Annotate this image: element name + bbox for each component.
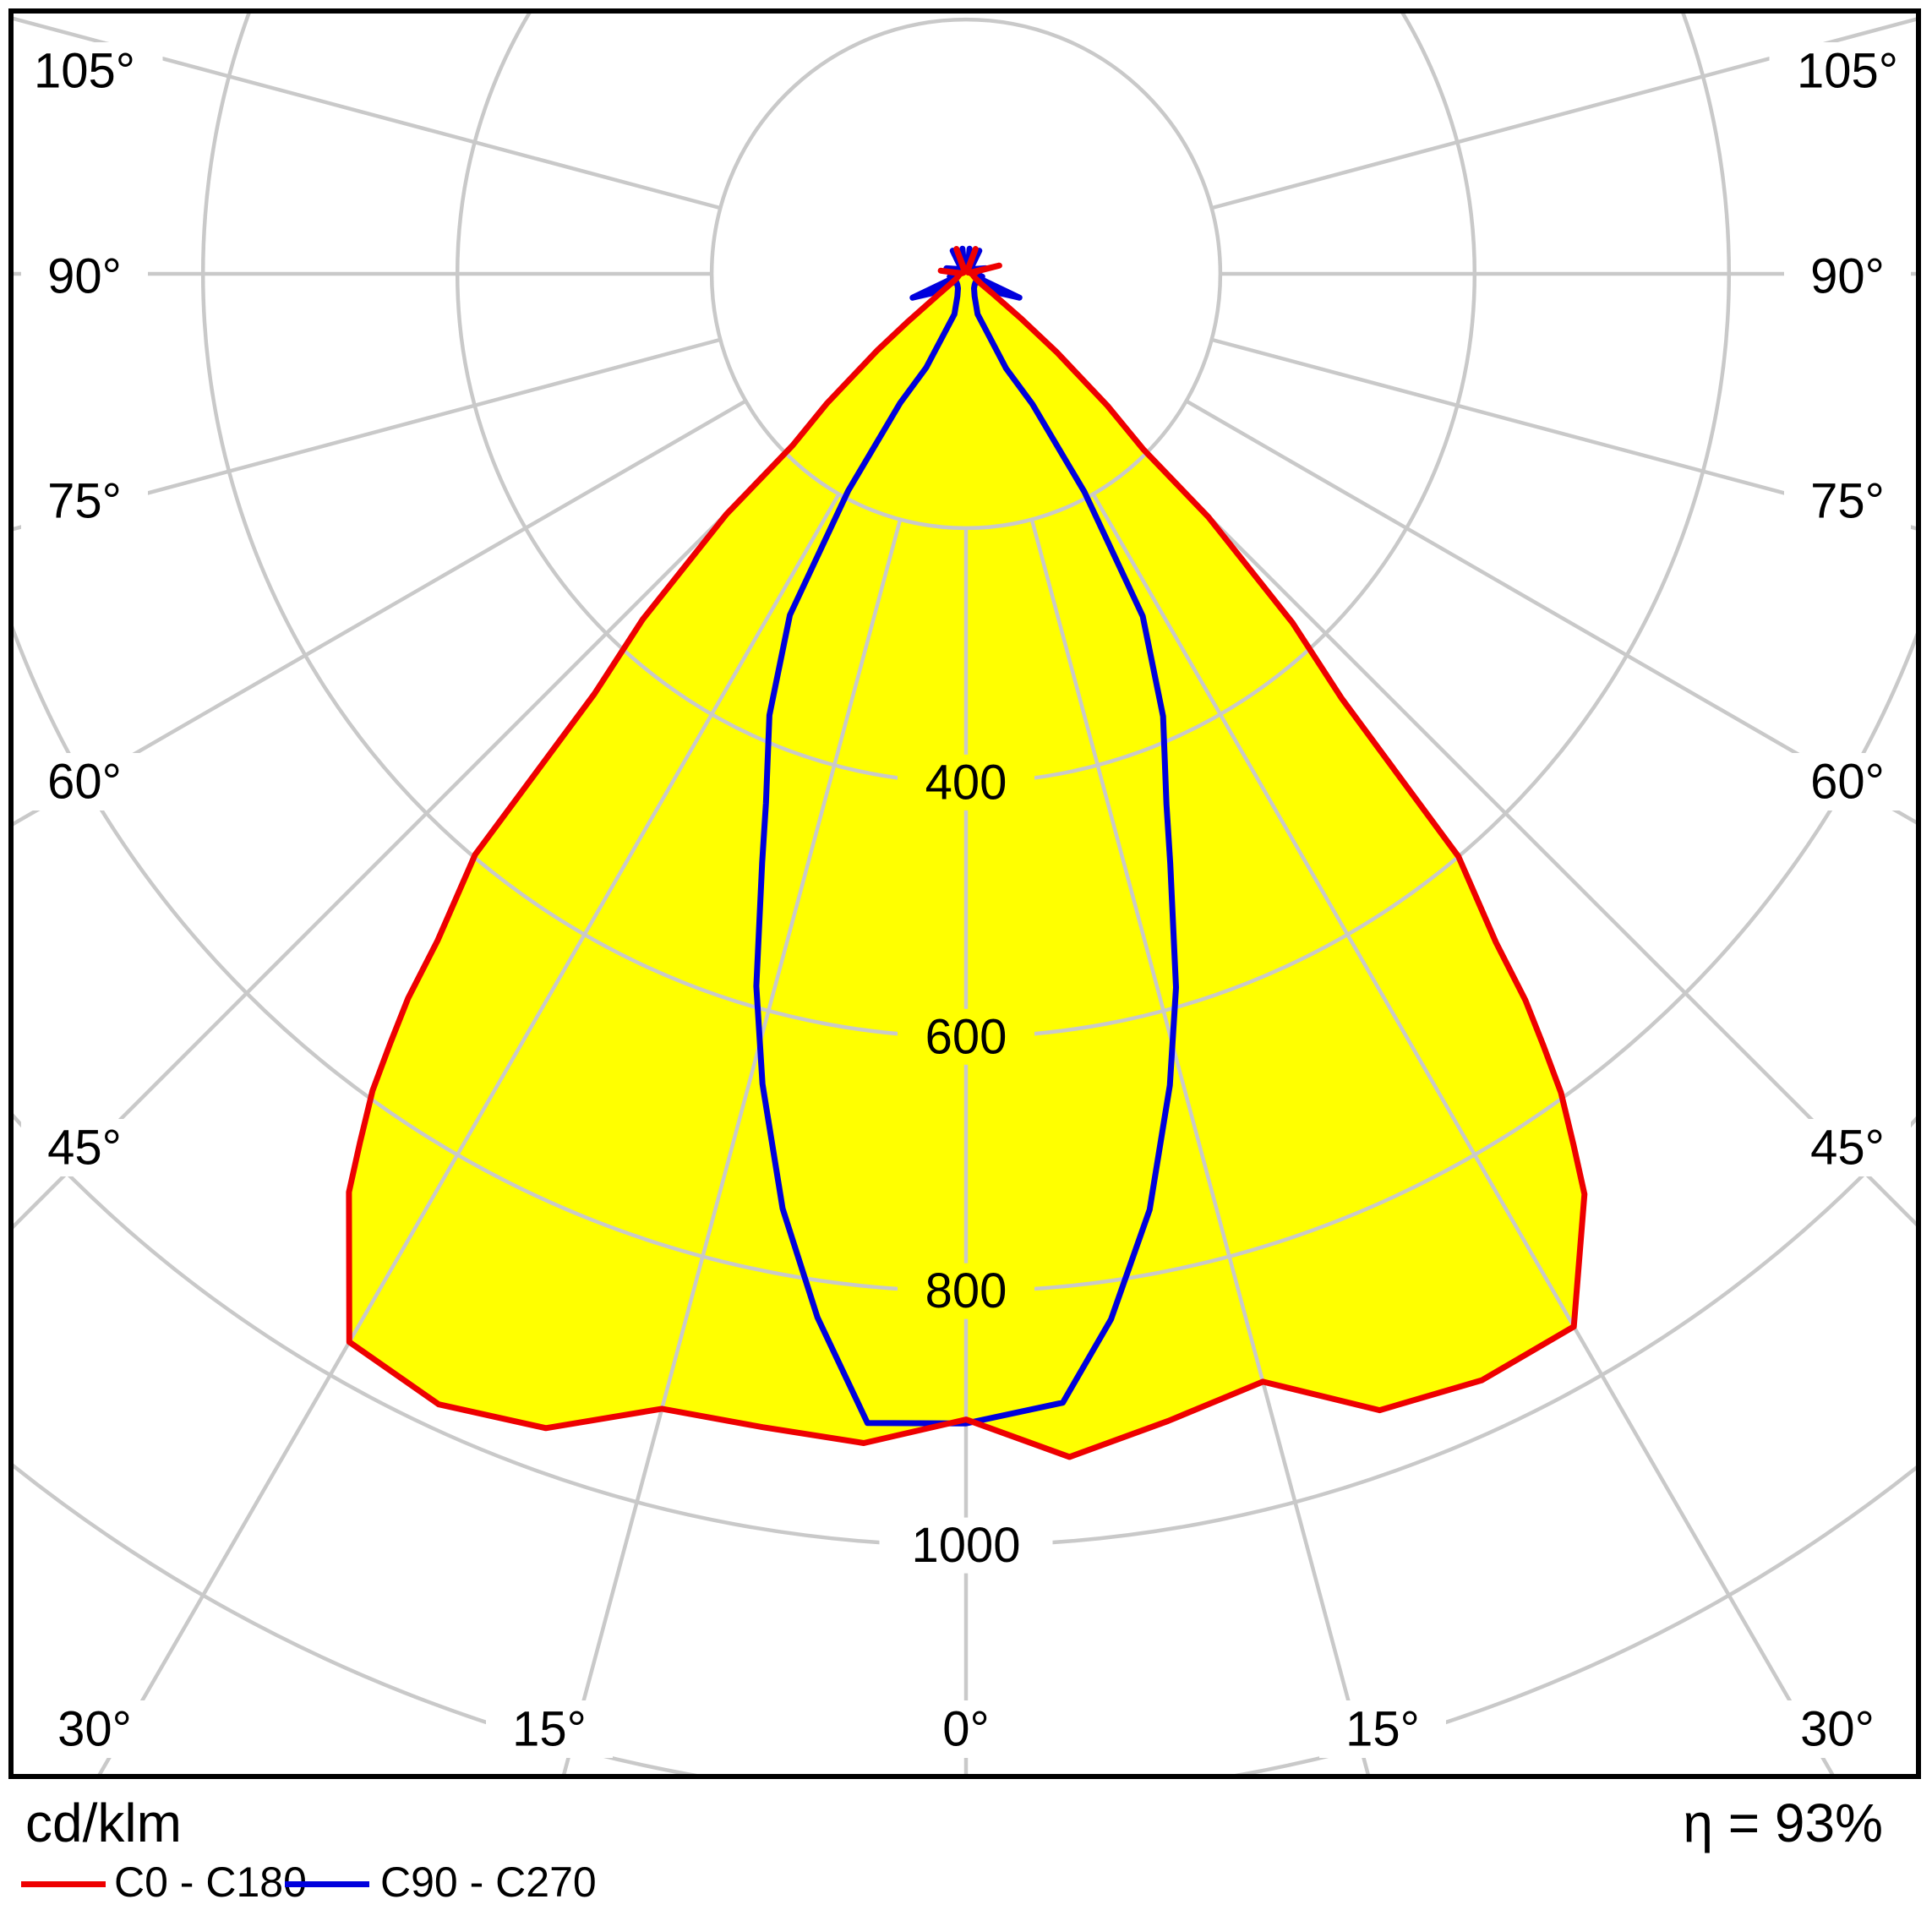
grid-spoke-left-75 xyxy=(14,337,721,532)
angle-label-bottom-left-15: 15° xyxy=(512,1702,587,1757)
grid-spoke-right-30 xyxy=(1091,493,1835,1774)
ring-label-halo-1000 xyxy=(879,1517,1053,1574)
chart-border xyxy=(8,8,1921,1779)
angle-label-right-75: 75° xyxy=(1810,474,1885,529)
ring-label-1000: 1000 xyxy=(911,1518,1020,1573)
efficiency-label: η = 93% xyxy=(1683,1793,1883,1853)
angle-label-right-45: 45° xyxy=(1810,1121,1885,1176)
angle-label-halo-left-90 xyxy=(21,248,148,305)
legend-swatch-c0-c180 xyxy=(21,1881,106,1887)
angle-label-left-105: 105° xyxy=(34,44,135,99)
angle-label-halo-right-90 xyxy=(1784,248,1911,305)
angle-label-halo-bottom-center-0 xyxy=(917,1700,1015,1758)
angle-label-halo-bottom-right-30 xyxy=(1774,1700,1901,1758)
angle-label-halo-right-105 xyxy=(1769,42,1926,100)
c90-c270-curve xyxy=(753,245,1179,1427)
angle-label-halo-right-75 xyxy=(1784,472,1911,530)
angle-label-right-60: 60° xyxy=(1810,755,1885,810)
legend: C0 - C180 C90 - C270 xyxy=(0,1856,1932,1915)
unit-label: cd/klm xyxy=(25,1793,182,1853)
grid-spoke-right-15 xyxy=(1029,519,1370,1774)
angle-label-halo-left-105 xyxy=(6,42,163,100)
angle-label-left-75: 75° xyxy=(47,474,122,529)
grid-spoke-left-15 xyxy=(562,519,903,1774)
grid-spoke-right-105 xyxy=(1211,17,1916,210)
ring-labels: 400 600 800 1000 xyxy=(879,754,1053,1574)
angle-label-halo-bottom-left-30 xyxy=(31,1700,158,1758)
ring-label-800: 800 xyxy=(925,1263,1007,1318)
grid-spoke-left-105 xyxy=(14,16,721,210)
ring-label-halo-600 xyxy=(898,1008,1034,1065)
angle-label-bottom-left-30: 30° xyxy=(57,1702,132,1757)
angle-label-bottom-right-15: 15° xyxy=(1345,1702,1420,1757)
angle-label-right-90: 90° xyxy=(1810,249,1885,304)
angle-label-left-60: 60° xyxy=(47,755,122,810)
angle-label-left-90: 90° xyxy=(47,249,122,304)
grid-spoke-right-75 xyxy=(1211,337,1916,531)
angle-label-halo-bottom-left-15 xyxy=(486,1700,613,1758)
angle-label-left-45: 45° xyxy=(47,1121,122,1176)
c0-c180-curve xyxy=(346,246,1588,1460)
ring-label-600: 600 xyxy=(925,1009,1007,1064)
angle-label-right-105: 105° xyxy=(1797,44,1898,99)
ring-label-halo-800 xyxy=(898,1263,1034,1319)
legend-swatch-c90-c270 xyxy=(285,1881,369,1887)
angle-labels: 105° 105° 90° 90° 75° 75° 60° 60° 45° 45° 30° 30° 15… xyxy=(6,42,1926,1758)
angle-label-bottom-right-30: 30° xyxy=(1800,1702,1875,1757)
angle-label-bottom-center-0: 0° xyxy=(942,1702,989,1757)
angle-label-halo-left-60 xyxy=(21,753,148,810)
grid-spoke-right-60 xyxy=(1185,399,1916,825)
grid-spoke-left-30 xyxy=(97,493,841,1774)
ring-label-halo-400 xyxy=(898,754,1034,810)
angle-label-halo-right-60 xyxy=(1784,753,1911,810)
ring-label-400: 400 xyxy=(925,755,1007,810)
legend-label-c0-c180: C0 - C180 xyxy=(114,1858,307,1906)
grid-spoke-left-60 xyxy=(14,399,747,827)
angle-label-halo-left-45 xyxy=(21,1119,148,1176)
angle-label-halo-left-75 xyxy=(21,472,148,530)
angle-label-halo-bottom-right-15 xyxy=(1319,1700,1446,1758)
grid-ring-200 xyxy=(709,17,1223,531)
angle-label-halo-right-45 xyxy=(1784,1119,1911,1176)
legend-label-c90-c270: C90 - C270 xyxy=(380,1858,597,1906)
